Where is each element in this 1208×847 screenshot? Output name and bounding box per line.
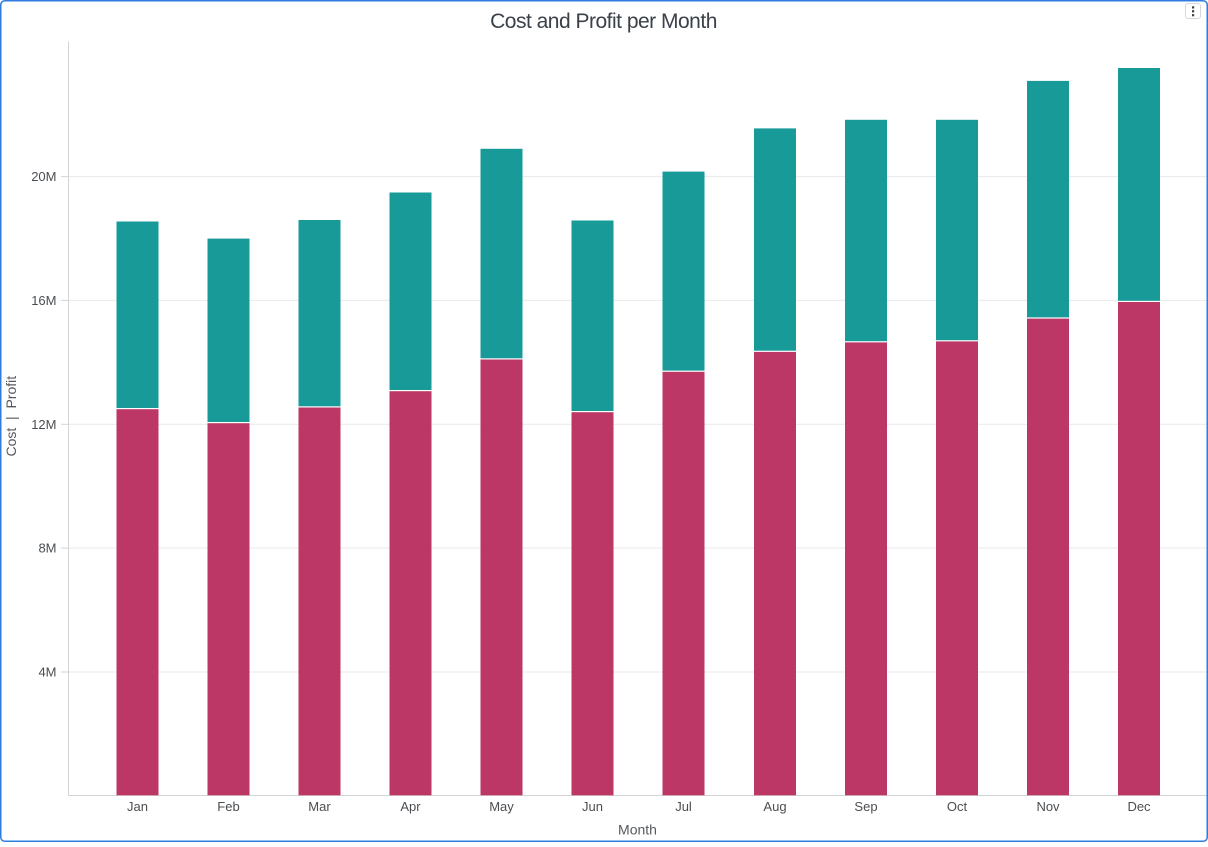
svg-text:Cost and Profit per Month: Cost and Profit per Month xyxy=(490,10,717,33)
svg-text:Oct: Oct xyxy=(947,799,968,814)
svg-text:Jun: Jun xyxy=(582,799,603,814)
svg-text:Jul: Jul xyxy=(675,799,692,814)
svg-text:Dec: Dec xyxy=(1127,799,1151,814)
svg-text:Feb: Feb xyxy=(217,799,239,814)
svg-text:12M: 12M xyxy=(31,417,56,432)
svg-text:8M: 8M xyxy=(38,541,56,556)
svg-text:20M: 20M xyxy=(31,169,56,184)
svg-text:16M: 16M xyxy=(31,293,56,308)
svg-text:4M: 4M xyxy=(38,665,56,680)
svg-text:Apr: Apr xyxy=(400,799,421,814)
svg-text:Aug: Aug xyxy=(763,799,786,814)
svg-text:Sep: Sep xyxy=(854,799,877,814)
svg-text:May: May xyxy=(489,799,514,814)
svg-text:Mar: Mar xyxy=(308,799,331,814)
svg-text:Month: Month xyxy=(618,822,657,838)
svg-text:Cost | Profit: Cost | Profit xyxy=(3,376,19,457)
svg-text:Jan: Jan xyxy=(127,799,148,814)
svg-text:Nov: Nov xyxy=(1036,799,1060,814)
